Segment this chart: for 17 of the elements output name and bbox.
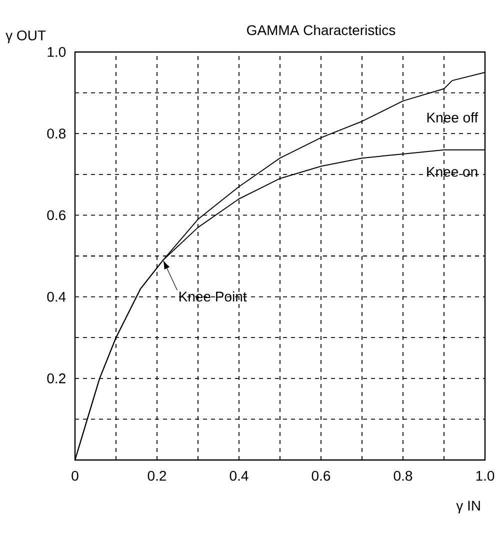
x-tick-label: 0.8: [394, 470, 412, 481]
y-axis-title: γ OUT: [6, 30, 46, 44]
x-tick-label: 0: [72, 470, 78, 481]
x-tick-label: 0.4: [230, 470, 248, 481]
y-tick-label: 0.2: [47, 373, 66, 384]
x-axis-title: γ IN: [456, 500, 480, 514]
y-tick-label: 0.8: [47, 128, 66, 139]
x-tick-label: 0.6: [312, 470, 330, 481]
chart-title: GAMMA Characteristics: [247, 24, 396, 36]
x-tick-label: 0.2: [148, 470, 166, 481]
series-label: Knee off: [427, 112, 478, 123]
y-tick-label: 1.0: [48, 47, 66, 57]
annotation: Knee Point: [180, 291, 247, 302]
series-label: Knee on: [427, 167, 478, 177]
y-tick-label: 0.6: [47, 210, 66, 220]
x-tick-label: 1.0: [476, 470, 494, 481]
y-tick-label: 0.4: [47, 292, 66, 302]
